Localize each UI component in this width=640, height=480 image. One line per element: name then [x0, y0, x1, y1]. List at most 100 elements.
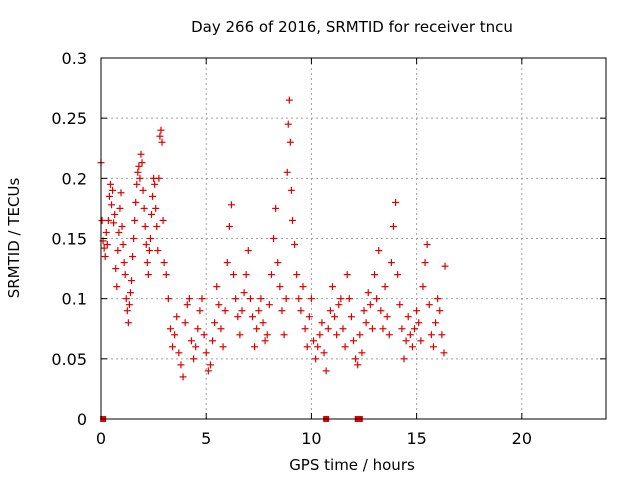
data-point	[132, 198, 140, 206]
data-point	[347, 313, 355, 321]
data-point	[125, 301, 133, 309]
data-point	[116, 204, 124, 212]
y-tick-label: 0.1	[62, 290, 87, 309]
data-point	[263, 331, 271, 339]
data-point	[285, 96, 293, 104]
data-point	[146, 235, 154, 242]
data-point	[276, 283, 284, 291]
data-point	[106, 180, 114, 188]
data-point	[149, 192, 157, 200]
x-axis-label: GPS time / hours	[289, 456, 415, 474]
data-point	[105, 192, 113, 200]
data-point	[240, 289, 248, 297]
data-point	[169, 343, 177, 351]
data-point	[303, 343, 311, 351]
data-point	[138, 159, 146, 167]
data-point	[333, 331, 341, 339]
data-point	[137, 150, 145, 158]
data-point	[354, 361, 362, 369]
data-point	[135, 162, 143, 170]
data-point	[158, 138, 166, 146]
data-point	[209, 337, 217, 345]
data-point	[331, 313, 339, 321]
data-point	[230, 271, 238, 279]
data-point	[249, 313, 256, 321]
data-point	[177, 361, 185, 369]
y-tick-label: 0	[77, 410, 87, 429]
data-point	[234, 313, 242, 321]
data-point	[104, 216, 112, 224]
data-point	[318, 319, 326, 327]
data-point	[142, 241, 150, 249]
data-point	[425, 301, 433, 309]
data-point	[198, 295, 206, 303]
data-point	[293, 271, 301, 279]
data-point	[179, 373, 187, 381]
chart-title: Day 266 of 2016, SRMTID for receiver tnc…	[191, 18, 513, 36]
data-point	[257, 295, 265, 303]
data-point	[219, 343, 227, 351]
data-point	[434, 295, 442, 303]
data-point	[326, 307, 334, 315]
data-point	[204, 367, 212, 375]
data-point	[117, 189, 125, 197]
data-point	[103, 241, 111, 249]
data-point	[108, 201, 116, 209]
data-point	[144, 271, 152, 279]
data-point	[155, 174, 163, 182]
data-point	[164, 295, 172, 303]
data-point	[215, 301, 223, 309]
data-point	[301, 325, 309, 333]
data-point	[387, 259, 395, 267]
data-point	[404, 313, 412, 321]
data-point	[206, 361, 214, 369]
data-point	[166, 325, 174, 333]
data-point	[366, 301, 374, 309]
data-point	[126, 289, 134, 297]
data-point	[350, 337, 357, 345]
y-tick-label: 0.25	[51, 109, 87, 128]
data-point	[377, 307, 385, 315]
data-point	[238, 307, 246, 315]
data-point	[251, 343, 259, 351]
data-point	[283, 168, 291, 176]
data-point	[265, 301, 273, 309]
data-point	[148, 210, 155, 218]
data-point	[213, 283, 221, 291]
data-point	[133, 180, 141, 188]
data-point	[221, 307, 229, 315]
data-point	[278, 307, 286, 315]
data-point	[196, 307, 204, 315]
data-point	[134, 168, 142, 176]
data-point	[297, 307, 305, 315]
x-tick-label: 20	[512, 429, 532, 448]
data-point	[232, 295, 240, 303]
data-point	[280, 331, 288, 339]
data-point	[124, 319, 132, 327]
data-point	[151, 180, 159, 188]
data-point	[360, 307, 368, 315]
data-point	[379, 325, 387, 333]
data-point	[316, 331, 324, 339]
data-point	[156, 132, 164, 140]
data-point	[383, 313, 391, 321]
data-point	[123, 307, 131, 315]
data-point	[246, 295, 254, 303]
data-point	[343, 271, 351, 279]
data-point	[130, 235, 138, 242]
data-point	[392, 198, 400, 206]
data-point	[270, 235, 278, 242]
data-point	[139, 186, 147, 194]
data-point	[187, 337, 195, 345]
data-point	[314, 343, 322, 351]
data-point	[307, 295, 315, 303]
data-point	[341, 343, 349, 351]
data-point	[129, 253, 137, 261]
data-point	[154, 247, 162, 255]
data-point	[181, 319, 189, 327]
data-point	[225, 222, 233, 230]
data-point	[284, 120, 292, 128]
data-point	[274, 259, 282, 267]
data-point	[312, 355, 320, 363]
y-tick-label: 0.05	[51, 350, 87, 369]
